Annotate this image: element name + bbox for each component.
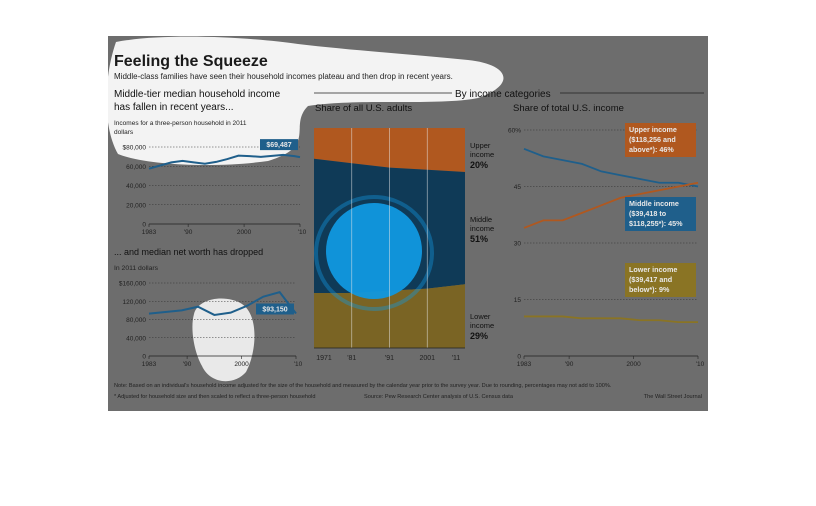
networth-chart: ... and median net worth has dropped In 2…	[114, 247, 303, 368]
income-ylabel-line1: Incomes for a three-person household in …	[114, 120, 247, 127]
callout-box	[260, 139, 298, 151]
callout-value: $93,150	[262, 307, 287, 314]
x-tick-label: 2000	[237, 229, 252, 236]
page-subtitle: Middle-class families have seen their ho…	[114, 72, 453, 81]
networth-ylabel: In 2011 dollars	[114, 265, 159, 272]
y-tick-label: 15	[514, 297, 522, 304]
x-tick-label: 2000	[626, 361, 641, 368]
networth-title: ... and median net worth has dropped	[114, 247, 263, 257]
center-highlight-blob	[192, 298, 255, 382]
y-tick-label: 0	[142, 222, 146, 229]
share-title: Share of total U.S. income	[513, 103, 624, 114]
callout-box	[256, 303, 294, 315]
y-tick-label: 80,000	[126, 317, 146, 324]
y-tick-label: 120,000	[123, 299, 147, 306]
right-section-title: By income categories	[455, 89, 551, 100]
y-tick-label: 0	[517, 354, 521, 361]
x-tick-label: '10	[294, 361, 303, 368]
highlight-spot	[326, 203, 422, 299]
infographic-canvas: Feeling the Squeeze Middle-class familie…	[108, 36, 705, 400]
x-tick-label: '91	[385, 355, 394, 362]
callout-value: $69,487	[266, 142, 291, 149]
upper-share-line	[523, 181, 699, 229]
middle-share-label: $118,255*): 45%	[629, 219, 683, 228]
highlight-ring	[314, 195, 434, 311]
lower-share-label-box	[625, 263, 696, 297]
upper-label: income	[470, 150, 494, 159]
lower-label: income	[470, 321, 494, 330]
x-tick-label: 1971	[316, 355, 332, 362]
middle-value: 51%	[470, 234, 488, 244]
adults-chart: Share of all U.S. adults 1971 '81 '91 2001 '1…	[314, 103, 494, 362]
lower-share-label: below*): 9%	[629, 285, 670, 294]
x-tick-label: '10	[696, 361, 705, 368]
y-tick-label: 40,000	[126, 183, 146, 190]
title-highlight-blob	[108, 36, 504, 166]
upper-share-label: above*): 46%	[629, 145, 674, 154]
y-tick-label: $160,000	[119, 281, 146, 288]
x-tick-label: '10	[298, 229, 307, 236]
infographic: Feeling the Squeeze Middle-class familie…	[108, 36, 708, 411]
left-section-title-line2: has fallen in recent years...	[114, 102, 234, 113]
x-tick-label: '81	[347, 355, 356, 362]
lower-share-label: Lower income	[629, 265, 677, 274]
x-tick-label: '90	[183, 361, 192, 368]
x-tick-label: 2000	[234, 361, 249, 368]
lower-share-label: ($39,417 and	[629, 275, 672, 284]
x-tick-label: 1983	[142, 361, 157, 368]
footer-source: Source: Pew Research Center analysis of …	[364, 394, 514, 400]
income-chart: Incomes for a three-person household in …	[114, 120, 307, 236]
page-title: Feeling the Squeeze	[114, 53, 268, 70]
x-tick-label: '11	[452, 355, 461, 362]
income-ylabel-line2: dollars	[114, 129, 134, 136]
y-tick-label: 40,000	[126, 335, 146, 342]
y-tick-label: 45	[514, 184, 522, 191]
x-tick-label: 2001	[419, 355, 435, 362]
lower-label: Lower	[470, 312, 491, 321]
series-line	[148, 153, 301, 170]
lower-share-line	[524, 315, 698, 324]
upper-value: 20%	[470, 160, 488, 170]
middle-label: income	[470, 224, 494, 233]
series-line	[148, 290, 297, 316]
y-tick-label: $80,000	[123, 145, 147, 152]
footer-credit: The Wall Street Journal	[644, 394, 702, 400]
footer-note: Note: Based on an individual's household…	[114, 383, 612, 389]
x-tick-label: 1983	[517, 361, 532, 368]
adults-title: Share of all U.S. adults	[315, 103, 412, 114]
y-tick-label: 60%	[508, 128, 521, 135]
y-tick-label: 30	[514, 241, 522, 248]
middle-share-label: ($39,418 to	[629, 209, 667, 218]
upper-share-label: Upper income	[629, 125, 677, 134]
middle-share-label-box	[625, 197, 696, 231]
y-tick-label: 0	[142, 354, 146, 361]
y-tick-label: 20,000	[126, 202, 146, 209]
middle-share-line	[523, 147, 699, 188]
middle-share-label: Middle income	[629, 199, 679, 208]
upper-label: Upper	[470, 141, 491, 150]
y-tick-label: 60,000	[126, 164, 146, 171]
left-section-title-line1: Middle-tier median household income	[114, 89, 281, 100]
middle-label: Middle	[470, 215, 492, 224]
footer-adjust-note: * Adjusted for household size and then s…	[114, 394, 316, 400]
share-chart: Share of total U.S. income 0 15 30 45 60% 1983…	[508, 103, 705, 368]
lower-value: 29%	[470, 331, 488, 341]
x-tick-label: '90	[565, 361, 574, 368]
upper-share-label: ($118,256 and	[629, 135, 676, 144]
x-tick-label: 1983	[142, 229, 157, 236]
x-tick-label: '90	[184, 229, 193, 236]
upper-share-label-box	[625, 123, 696, 157]
